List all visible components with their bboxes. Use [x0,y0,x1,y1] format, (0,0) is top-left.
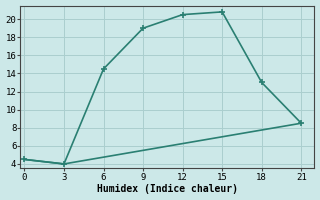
X-axis label: Humidex (Indice chaleur): Humidex (Indice chaleur) [97,184,238,194]
